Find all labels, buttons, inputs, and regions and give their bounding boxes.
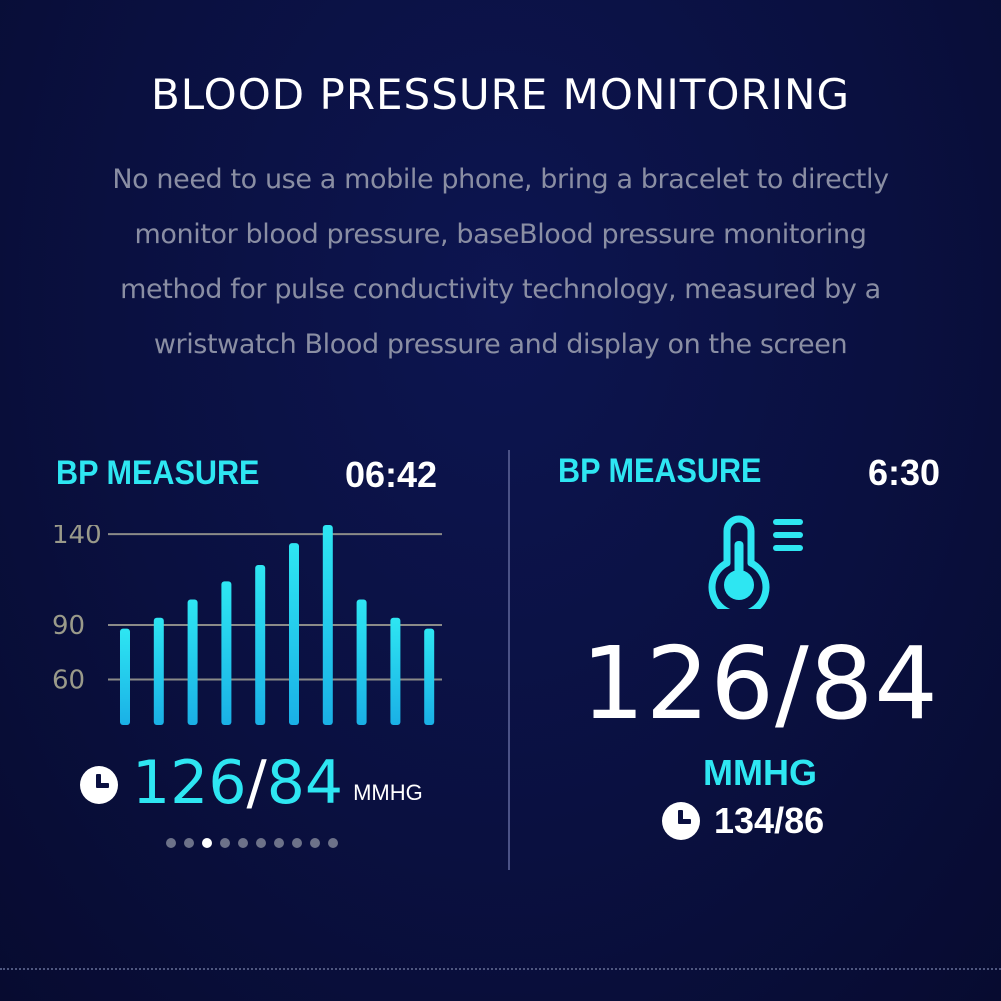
- page-dot[interactable]: [220, 838, 230, 848]
- page-indicator: [166, 838, 338, 848]
- systolic-value: 126: [132, 748, 247, 818]
- page-dot[interactable]: [274, 838, 284, 848]
- chart-bar: [120, 628, 130, 725]
- clock-icon: [80, 766, 118, 804]
- chart-bar: [153, 617, 164, 725]
- page-description: No need to use a mobile phone, bring a b…: [112, 164, 889, 360]
- right-current-reading: 126/84: [581, 625, 939, 742]
- page-dot[interactable]: [202, 838, 212, 848]
- y-tick-label: 60: [52, 666, 85, 696]
- page-dot[interactable]: [256, 838, 266, 848]
- bp-bar-chart: 60 90 140: [52, 525, 442, 725]
- chart-bar: [390, 617, 401, 725]
- chart-bar: [289, 543, 299, 725]
- page-dot[interactable]: [184, 838, 194, 848]
- last-reading-value: 134/86: [714, 800, 825, 841]
- right-panel-title: BP MEASURE: [558, 452, 762, 490]
- left-panel-title: BP MEASURE: [56, 454, 260, 492]
- page-title: BLOOD PRESSURE MONITORING: [150, 70, 851, 119]
- chart-bar: [221, 581, 232, 725]
- thermometer-icon: [708, 515, 803, 609]
- right-panel-time: 6:30: [868, 452, 941, 493]
- chart-bar: [187, 599, 198, 725]
- reading-unit: MMHG: [353, 780, 423, 805]
- bottom-divider: [0, 968, 1001, 970]
- page-dot[interactable]: [238, 838, 248, 848]
- page-dot[interactable]: [292, 838, 302, 848]
- left-panel-time: 06:42: [345, 454, 438, 495]
- page-dot[interactable]: [328, 838, 338, 848]
- current-reading: 126 / 84 MMHG: [80, 748, 423, 818]
- y-tick-label: 140: [52, 525, 102, 550]
- last-reading: 134/86: [662, 798, 824, 844]
- reading-separator: /: [246, 748, 267, 818]
- page-dot[interactable]: [166, 838, 176, 848]
- chart-bar: [322, 525, 333, 725]
- chart-bar: [255, 565, 266, 725]
- diastolic-value: 84: [266, 748, 344, 818]
- page-dot[interactable]: [310, 838, 320, 848]
- right-reading-unit: MMHG: [703, 752, 817, 793]
- panel-divider: [508, 450, 510, 870]
- clock-icon: [662, 802, 700, 840]
- chart-bar: [424, 628, 435, 725]
- chart-bar: [356, 599, 367, 725]
- y-tick-label: 90: [52, 611, 85, 641]
